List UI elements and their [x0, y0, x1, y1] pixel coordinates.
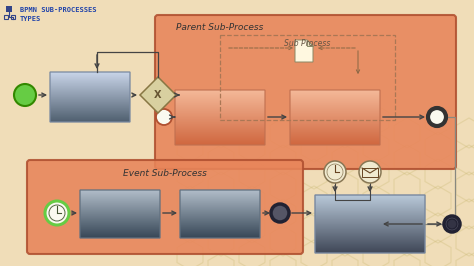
Polygon shape	[140, 77, 176, 113]
Circle shape	[14, 84, 36, 106]
Text: Sub Process: Sub Process	[284, 39, 331, 48]
FancyBboxPatch shape	[27, 160, 303, 254]
FancyBboxPatch shape	[155, 15, 456, 169]
Circle shape	[49, 205, 65, 221]
Text: X: X	[154, 90, 162, 100]
Circle shape	[447, 219, 457, 229]
Text: Parent Sub-Process: Parent Sub-Process	[176, 23, 264, 32]
Circle shape	[45, 201, 69, 225]
Circle shape	[428, 108, 446, 126]
Polygon shape	[307, 40, 313, 46]
Text: BPMN SUB-PROCESSES: BPMN SUB-PROCESSES	[20, 7, 97, 13]
Bar	[220, 35, 395, 120]
Bar	[4, 15, 8, 19]
Circle shape	[156, 109, 172, 125]
Circle shape	[271, 204, 289, 222]
Text: TYPES: TYPES	[20, 16, 41, 22]
Bar	[11, 15, 15, 19]
Bar	[6, 6, 12, 12]
Polygon shape	[295, 40, 313, 62]
Circle shape	[444, 216, 460, 232]
Text: Event Sub-Process: Event Sub-Process	[123, 169, 207, 178]
Circle shape	[359, 161, 381, 183]
Circle shape	[324, 161, 346, 183]
